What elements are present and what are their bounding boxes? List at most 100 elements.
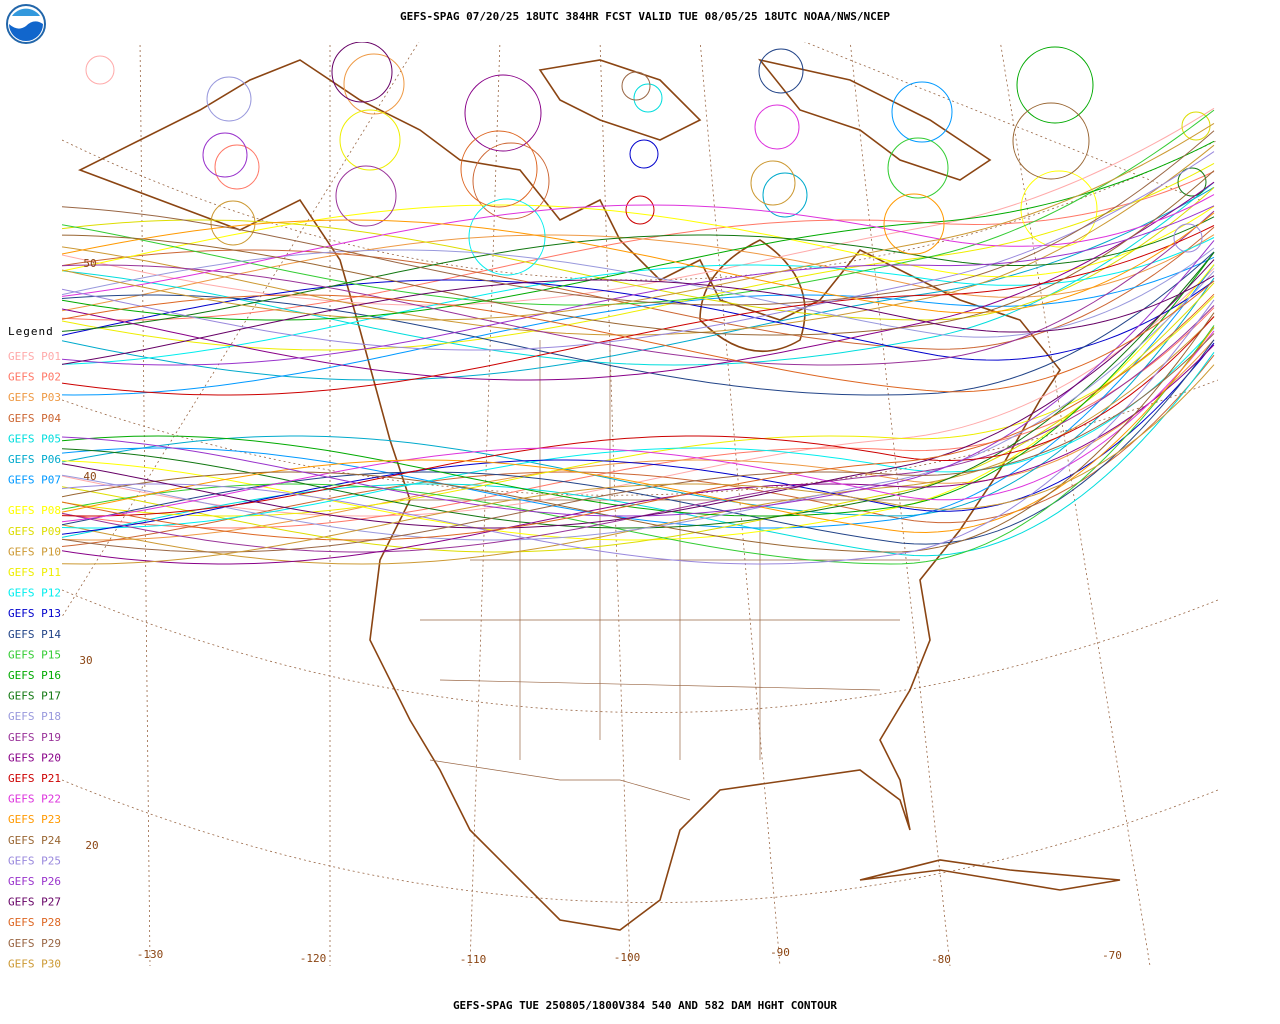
contour-540 (62, 171, 1215, 321)
graticule (62, 42, 1218, 966)
legend-entry: GEFS P08 (8, 504, 61, 517)
contour-582 (62, 333, 1215, 553)
contour-582 (62, 282, 1215, 553)
contour-cell (1016, 46, 1094, 124)
legend-entry: GEFS P23 (8, 813, 61, 826)
contour-540 (62, 122, 1215, 321)
contour-540 (62, 237, 1215, 365)
legend-entry: GEFS P15 (8, 648, 61, 661)
legend-entry: GEFS P04 (8, 412, 61, 425)
contours (62, 42, 1215, 565)
contour-582 (62, 252, 1215, 517)
legend-entry: GEFS P06 (8, 453, 61, 466)
contour-540 (62, 216, 1215, 332)
longitude-label: -80 (931, 953, 951, 966)
contour-540 (62, 181, 1215, 381)
contour-540 (62, 212, 1215, 314)
coastlines (78, 58, 1121, 931)
contour-cell (214, 144, 260, 190)
legend-title: Legend (8, 325, 54, 338)
latitude-label: 50 (83, 257, 96, 270)
contour-582 (62, 240, 1215, 517)
legend-entry: GEFS P21 (8, 772, 61, 785)
contour-582 (62, 277, 1215, 517)
contour-582 (62, 327, 1215, 529)
contour-540 (62, 205, 1215, 366)
legend-entry: GEFS P19 (8, 731, 61, 744)
contour-cell (633, 83, 663, 113)
contour-582 (62, 270, 1215, 541)
contour-582 (62, 252, 1215, 529)
contour-cell (339, 109, 401, 171)
longitude-label: -110 (460, 953, 487, 966)
legend-entry: GEFS P05 (8, 432, 61, 445)
contour-cell (331, 42, 393, 103)
legend-entry: GEFS P02 (8, 371, 61, 384)
latitude-label: 30 (79, 654, 92, 667)
legend-entry: GEFS P20 (8, 751, 61, 764)
legend-entry: GEFS P09 (8, 525, 61, 538)
contour-540 (62, 225, 1215, 396)
legend-entry: GEFS P03 (8, 391, 61, 404)
legend-entry: GEFS P01 (8, 350, 61, 363)
contour-582 (62, 325, 1215, 565)
contour-582 (62, 352, 1215, 557)
contour-cell (464, 74, 542, 152)
contour-cell (629, 139, 659, 169)
legend-entry: GEFS P25 (8, 854, 61, 867)
legend-entry: GEFS P18 (8, 710, 61, 723)
contour-cell (343, 53, 405, 115)
longitude-label: -100 (614, 951, 641, 964)
contour-582 (62, 354, 1215, 547)
contour-cell (625, 195, 655, 225)
longitude-label: -70 (1102, 949, 1122, 962)
contour-582 (62, 326, 1215, 534)
legend-entry: GEFS P12 (8, 587, 61, 600)
legend-entry: GEFS P11 (8, 566, 61, 579)
contour-582 (62, 312, 1215, 553)
footer: GEFS-SPAG TUE 250805/1800V384 540 AND 58… (453, 999, 837, 1012)
contour-cell (85, 55, 115, 85)
contour-cell (460, 130, 538, 208)
contour-582 (62, 264, 1215, 529)
contour-cell (762, 172, 808, 218)
contour-540 (62, 279, 1215, 361)
legend-entry: GEFS P14 (8, 628, 61, 641)
contour-540 (62, 226, 1215, 350)
contour-540 (62, 130, 1215, 306)
contour-540 (62, 275, 1215, 365)
legend-entry: GEFS P22 (8, 793, 61, 806)
contour-cell (887, 137, 949, 199)
contour-540 (62, 140, 1215, 321)
noaa-logo (6, 4, 46, 44)
contour-cell (202, 132, 248, 178)
contour-cell (891, 81, 953, 143)
contour-582 (62, 339, 1215, 545)
contour-582 (62, 307, 1215, 529)
contour-540 (62, 170, 1215, 336)
contour-cell (883, 193, 945, 255)
contour-540 (62, 194, 1215, 297)
contour-540 (62, 151, 1215, 351)
contour-540 (62, 144, 1215, 336)
legend: GEFS P01 GEFS P02 GEFS P03 GEFS P04 GEFS P05… (8, 350, 61, 970)
contour-540 (62, 162, 1215, 351)
contour-cell (472, 142, 550, 220)
contour-cell (1020, 170, 1098, 248)
contour-540 (62, 280, 1215, 393)
contour-540 (62, 251, 1215, 396)
legend-entry: GEFS P16 (8, 669, 61, 682)
legend-entry: GEFS P29 (8, 937, 61, 950)
contour-582 (62, 259, 1215, 529)
contour-cell (754, 104, 800, 150)
longitude-label: -130 (137, 948, 164, 961)
contour-582 (62, 364, 1215, 565)
latitude-label: 20 (85, 839, 98, 852)
contour-cell (1173, 223, 1203, 253)
legend-entry: GEFS P30 (8, 957, 61, 970)
legend-entry: GEFS P28 (8, 916, 61, 929)
contour-582 (62, 344, 1215, 565)
contour-540 (62, 234, 1215, 312)
